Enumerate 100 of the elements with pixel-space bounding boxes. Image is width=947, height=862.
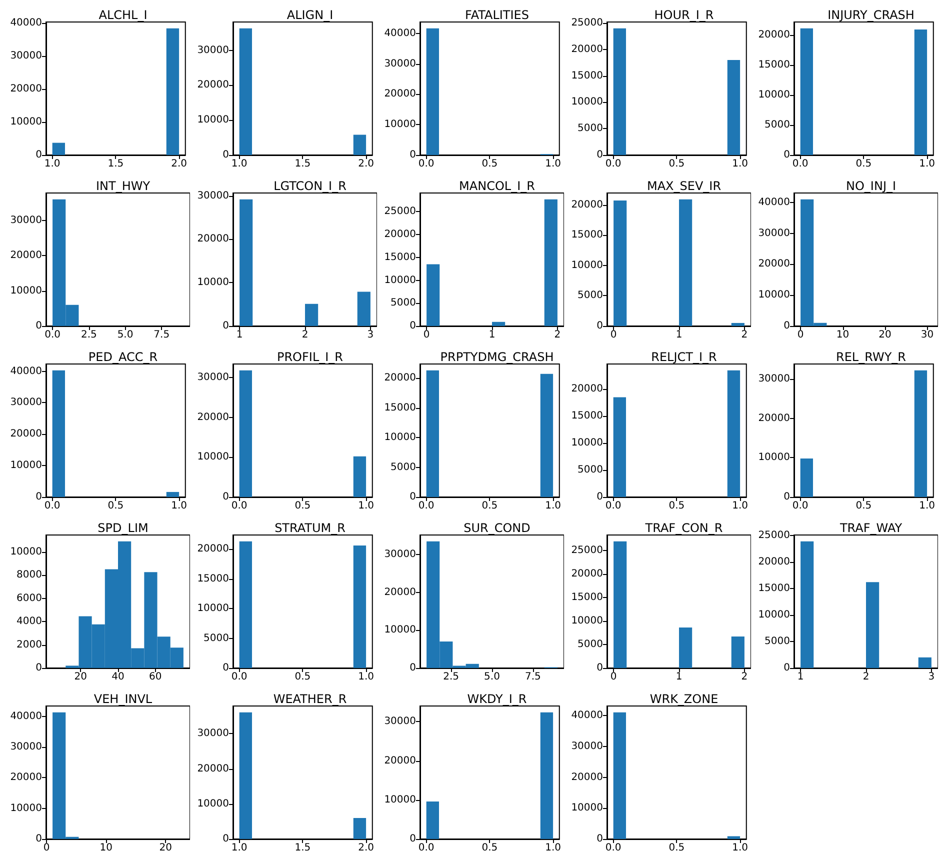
y-tick-label: 30000 bbox=[758, 373, 790, 384]
x-tick-label: 30 bbox=[920, 330, 934, 340]
y-tick-label: 25000 bbox=[571, 18, 603, 29]
x-tick-label: 2.0 bbox=[171, 158, 187, 170]
x-tick-label: 0.0 bbox=[44, 500, 60, 512]
x-tick-label: 1.0 bbox=[358, 500, 374, 512]
y-tick-label: 5000 bbox=[764, 636, 790, 647]
y-tick-label: 0 bbox=[222, 150, 229, 160]
x-tick-label: 7.5 bbox=[154, 330, 170, 340]
y-tick-label: 15000 bbox=[571, 230, 603, 241]
x-tick-label: 5.0 bbox=[117, 330, 134, 340]
y-tick-label: 25000 bbox=[384, 206, 416, 218]
x-tick-label: 0.0 bbox=[605, 158, 622, 170]
y-tick-label: 10000 bbox=[571, 615, 603, 626]
x-tick-label: 0.5 bbox=[856, 158, 872, 170]
y-tick-label: 10000 bbox=[10, 460, 42, 472]
x-tick-label: 0.5 bbox=[482, 842, 498, 854]
x-tick-label: 1.0 bbox=[231, 842, 248, 854]
x-tick-label: 0.0 bbox=[792, 500, 808, 512]
x-tick-label: 0.0 bbox=[605, 842, 622, 854]
y-tick-label: 20000 bbox=[10, 428, 42, 440]
y-tick-label: 20000 bbox=[571, 44, 603, 55]
y-tick-label: 30000 bbox=[10, 214, 42, 226]
y-tick-label: 20000 bbox=[571, 568, 603, 580]
y-tick-label: 40000 bbox=[571, 710, 603, 722]
y-tick-label: 20000 bbox=[197, 412, 229, 423]
y-tick-label: 15000 bbox=[197, 573, 229, 584]
x-tick-label: 5.0 bbox=[484, 672, 500, 682]
y-tick-label: 0 bbox=[36, 834, 42, 844]
chart-title: INJURY_CRASH bbox=[828, 8, 914, 22]
y-tick-label: 20000 bbox=[384, 372, 416, 384]
y-tick-label: 30000 bbox=[10, 50, 42, 62]
y-tick-label: 10000 bbox=[197, 452, 229, 463]
x-tick-label: 1 bbox=[676, 672, 682, 682]
y-tick-label: 10000 bbox=[10, 546, 42, 558]
y-tick-label: 10000 bbox=[571, 96, 603, 108]
y-tick-label: 0 bbox=[784, 662, 790, 674]
x-tick-label: 0.5 bbox=[482, 158, 498, 170]
y-tick-label: 10000 bbox=[197, 114, 229, 126]
x-tick-label: 60 bbox=[149, 672, 162, 682]
y-tick-label: 20000 bbox=[571, 384, 603, 395]
y-tick-label: 30000 bbox=[384, 549, 416, 560]
y-tick-label: 0 bbox=[410, 320, 416, 332]
x-tick-label: 7.5 bbox=[524, 672, 541, 682]
x-tick-label: 2 bbox=[741, 672, 748, 682]
x-tick-label: 1.5 bbox=[294, 158, 311, 170]
y-tick-label: 0 bbox=[784, 492, 790, 502]
x-tick-label: 0.5 bbox=[294, 500, 311, 512]
y-tick-label: 0 bbox=[596, 492, 603, 502]
y-tick-label: 0 bbox=[410, 492, 416, 502]
y-tick-label: 0 bbox=[596, 662, 603, 674]
y-tick-label: 4000 bbox=[16, 616, 42, 628]
y-tick-label: 8000 bbox=[16, 570, 42, 581]
x-tick-label: 1.0 bbox=[919, 158, 935, 170]
y-tick-label: 5000 bbox=[764, 119, 790, 130]
y-tick-label: 0 bbox=[222, 662, 229, 674]
x-tick-label: 40 bbox=[112, 672, 124, 682]
x-tick-label: 20 bbox=[159, 842, 172, 854]
y-tick-label: 15000 bbox=[758, 583, 790, 594]
y-tick-label: 15000 bbox=[571, 410, 603, 422]
x-tick-label: 0.0 bbox=[231, 672, 248, 682]
y-tick-label: 10000 bbox=[384, 432, 416, 444]
x-tick-label: 1 bbox=[797, 672, 804, 682]
x-tick-label: 2 bbox=[554, 330, 561, 340]
y-tick-label: 0 bbox=[222, 492, 229, 502]
y-tick-label: 5000 bbox=[578, 290, 603, 302]
chart-title: ALIGN_I bbox=[286, 8, 334, 22]
chart-title: WEATHER_R bbox=[273, 692, 347, 706]
y-tick-label: 0 bbox=[36, 150, 42, 160]
y-tick-label: 20000 bbox=[10, 772, 42, 784]
y-tick-label: 30000 bbox=[197, 190, 229, 202]
y-tick-label: 5000 bbox=[578, 464, 603, 476]
y-tick-label: 20000 bbox=[197, 234, 229, 245]
y-tick-label: 10000 bbox=[384, 274, 416, 286]
x-tick-label: 1.5 bbox=[108, 158, 124, 170]
chart-title: PED_ACC_R bbox=[88, 350, 158, 364]
x-tick-label: 1.0 bbox=[919, 500, 935, 512]
y-tick-label: 2000 bbox=[16, 639, 42, 650]
x-tick-label: 0.5 bbox=[668, 842, 685, 854]
x-tick-label: 1.0 bbox=[44, 158, 60, 170]
chart-title: LGTCON_I_R bbox=[274, 179, 346, 193]
y-tick-label: 0 bbox=[36, 662, 42, 674]
x-tick-label: 0.5 bbox=[482, 500, 498, 512]
x-tick-label: 2.0 bbox=[358, 158, 374, 170]
chart-title: PROFIL_I_R bbox=[276, 350, 344, 364]
x-tick-label: 3 bbox=[928, 672, 935, 682]
x-tick-label: 0.5 bbox=[668, 158, 685, 170]
y-tick-label: 10000 bbox=[197, 798, 229, 810]
y-tick-label: 10000 bbox=[384, 624, 416, 636]
y-tick-label: 20000 bbox=[758, 258, 790, 270]
chart-title: TRAF_WAY bbox=[838, 521, 903, 535]
x-tick-label: 2.5 bbox=[443, 672, 460, 682]
y-tick-label: 10000 bbox=[571, 260, 603, 271]
y-tick-label: 15000 bbox=[384, 252, 416, 263]
y-tick-label: 10000 bbox=[10, 802, 42, 814]
y-tick-label: 5000 bbox=[578, 123, 603, 134]
y-tick-label: 20000 bbox=[571, 199, 603, 210]
y-tick-label: 20000 bbox=[384, 88, 416, 100]
x-tick-label: 1.0 bbox=[171, 500, 187, 512]
y-tick-label: 20000 bbox=[384, 229, 416, 240]
